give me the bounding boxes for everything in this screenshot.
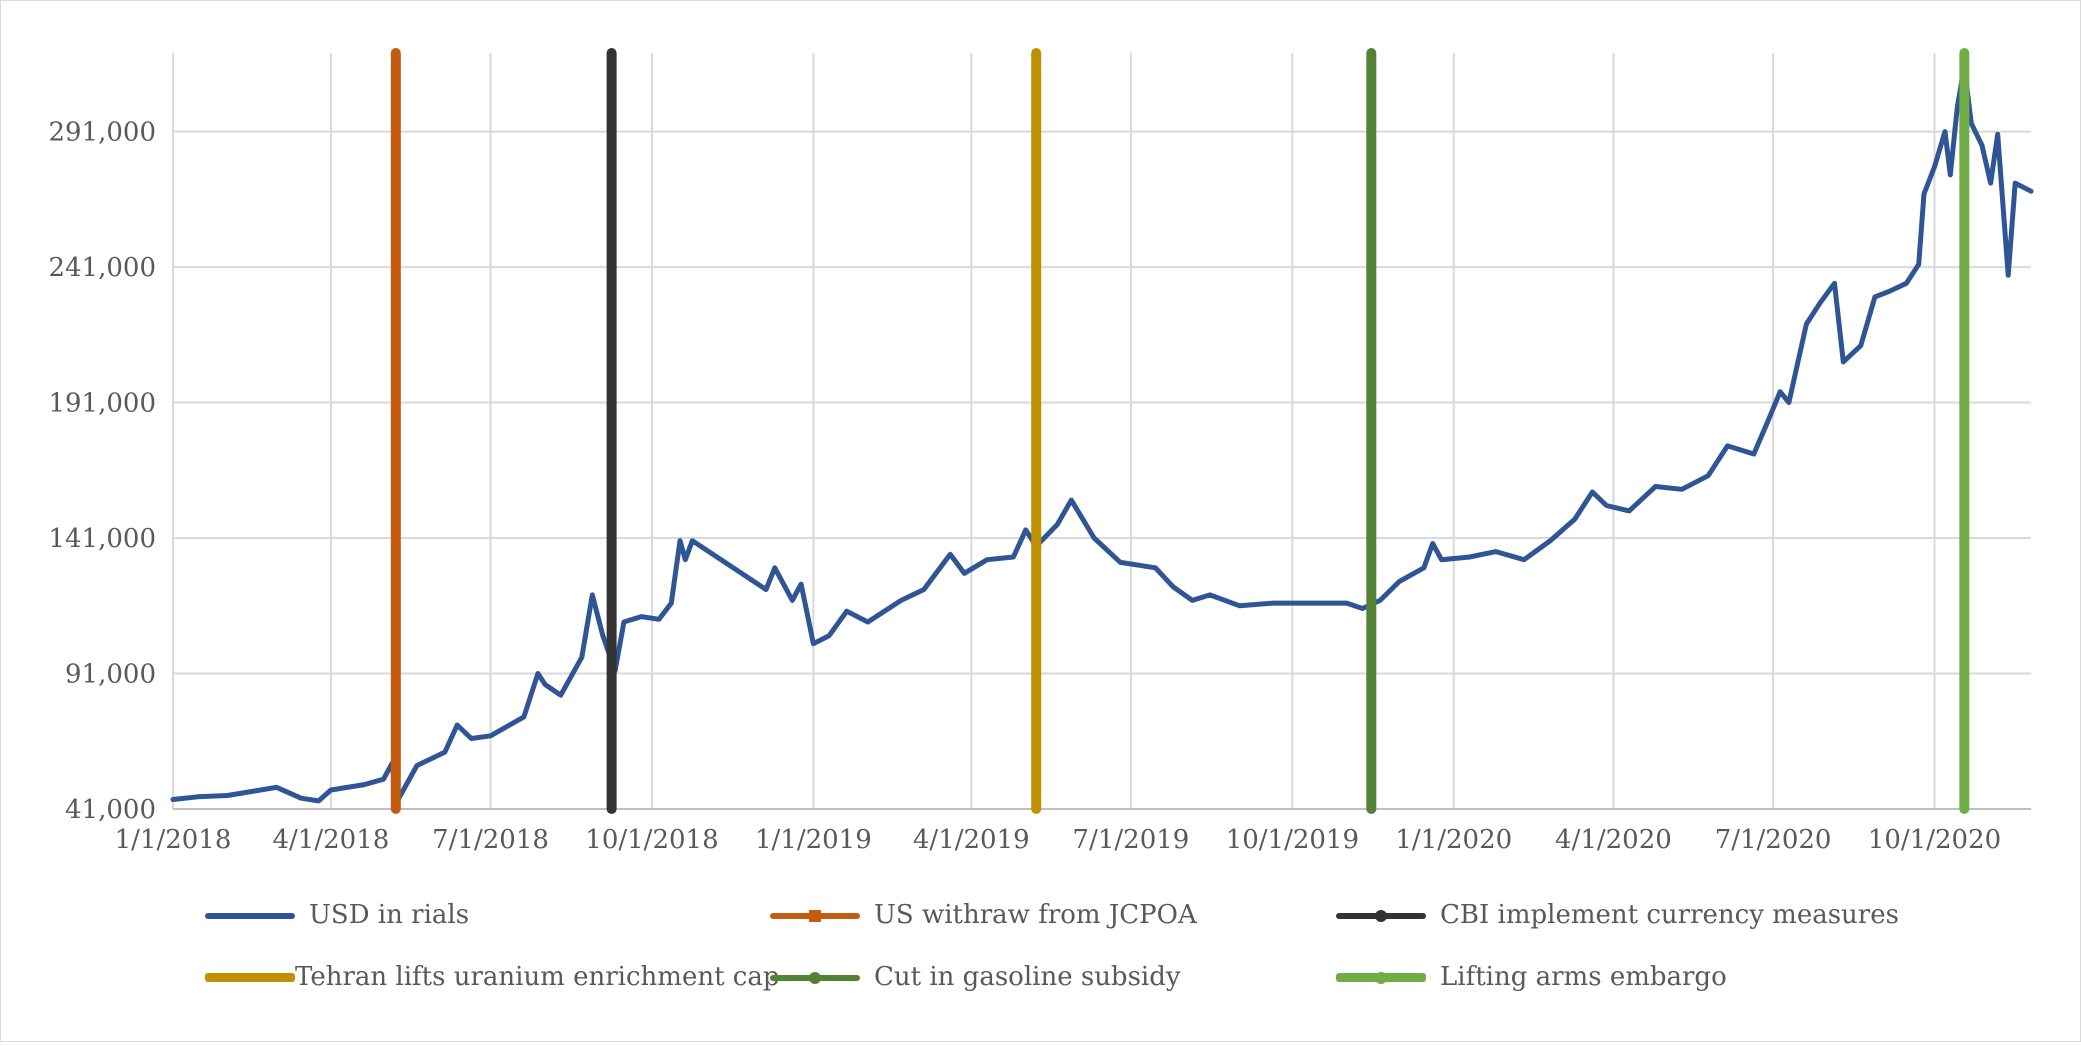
event-lines: [390, 48, 1970, 814]
x-tick-label: 1/1/2019: [755, 825, 872, 855]
x-tick-label: 4/1/2020: [1555, 825, 1672, 855]
legend: USD in rials US withraw from JCPOA CBI i…: [0, 895, 2081, 1025]
y-tick-label: 91,000: [65, 660, 156, 690]
tick-labels: 41,000 91,000 141,000 191,000 241,000 291,000…: [48, 118, 2001, 855]
legend-line-swatch: [770, 895, 860, 935]
legend-item-uranium-enrichment-cap: Tehran lifts uranium enrichment cap: [205, 957, 780, 997]
y-tick-label: 241,000: [48, 253, 156, 283]
legend-line-swatch: [1336, 895, 1426, 935]
legend-label: Lifting arms embargo: [1440, 962, 1727, 992]
gridlines: [172, 53, 2031, 809]
legend-label: Cut in gasoline subsidy: [874, 962, 1181, 992]
y-tick-label: 291,000: [48, 118, 156, 148]
x-tick-label: 10/1/2019: [1226, 825, 1359, 855]
x-tick-label: 4/1/2018: [273, 825, 390, 855]
x-tick-label: 1/1/2020: [1395, 825, 1512, 855]
y-tick-label: 141,000: [48, 524, 156, 554]
x-tick-label: 4/1/2019: [913, 825, 1030, 855]
x-tick-label: 10/1/2020: [1868, 825, 2001, 855]
legend-label: US withraw from JCPOA: [874, 900, 1197, 930]
legend-label: USD in rials: [309, 900, 470, 930]
series: [170, 64, 2034, 807]
legend-line-swatch: [770, 957, 860, 997]
legend-item-usd-in-rials: USD in rials: [205, 895, 469, 935]
circle-marker-icon: [809, 972, 821, 984]
legend-item-cbi-currency-measures: CBI implement currency measures: [1336, 895, 1899, 935]
x-tick-label: 7/1/2018: [432, 825, 549, 855]
legend-label: Tehran lifts uranium enrichment cap: [295, 962, 780, 992]
x-tick-label: 1/1/2018: [115, 825, 232, 855]
series-line-usd-in-rials: [170, 64, 2034, 807]
legend-line-swatch: [205, 957, 295, 997]
legend-line-swatch: [1336, 957, 1426, 997]
circle-marker-icon: [1375, 910, 1387, 922]
legend-item-lifting-arms-embargo: Lifting arms embargo: [1336, 957, 1727, 997]
circle-marker-icon: [1375, 972, 1387, 984]
legend-item-gasoline-subsidy: Cut in gasoline subsidy: [770, 957, 1181, 997]
x-tick-label: 10/1/2018: [585, 825, 718, 855]
legend-item-us-withdraw-jcpoa: US withraw from JCPOA: [770, 895, 1197, 935]
legend-label: CBI implement currency measures: [1440, 900, 1899, 930]
x-tick-label: 7/1/2019: [1073, 825, 1190, 855]
square-marker-icon: [809, 910, 821, 922]
legend-line-swatch: [205, 895, 295, 935]
x-tick-label: 7/1/2020: [1715, 825, 1832, 855]
y-tick-label: 41,000: [65, 795, 156, 825]
y-tick-label: 191,000: [48, 389, 156, 419]
